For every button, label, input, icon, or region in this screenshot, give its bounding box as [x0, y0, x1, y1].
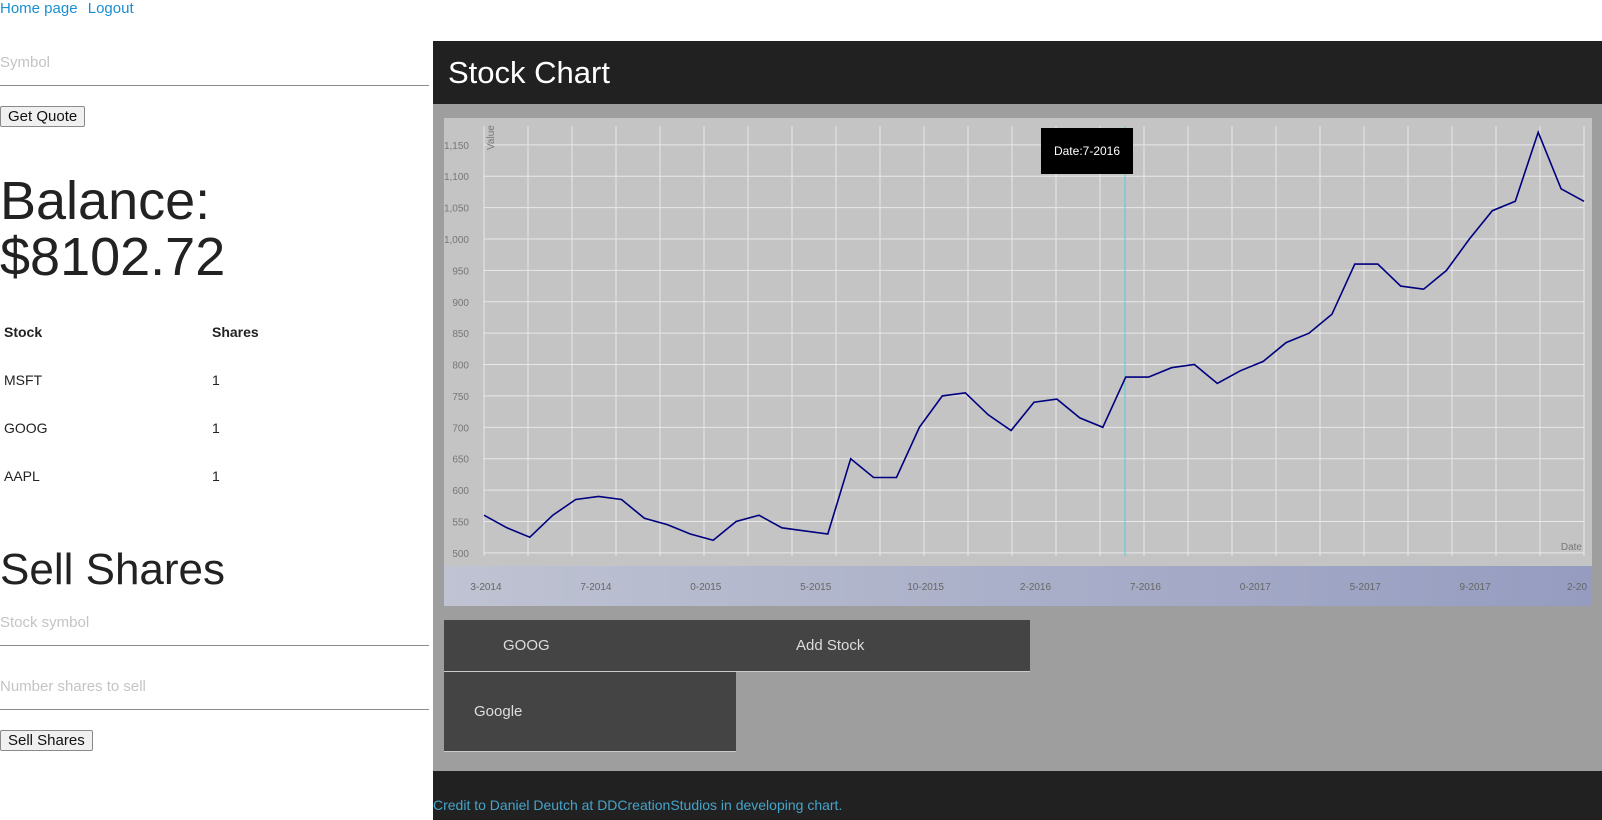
table-row: AAPL 1 [0, 452, 263, 500]
stock-cell: GOOG [4, 420, 48, 436]
y-tick-label: 1,050 [444, 204, 469, 215]
chart-credit-footer: Credit to Daniel Deutch at DDCreationStu… [433, 771, 1602, 820]
y-tick-label: 700 [452, 423, 469, 434]
balance-label: Balance: [0, 171, 211, 231]
y-tick-label: 900 [452, 298, 469, 309]
shares-cell: 1 [212, 420, 220, 436]
y-tick-label: 600 [452, 486, 469, 497]
y-tick-label: 750 [452, 392, 469, 403]
stock-cell: MSFT [4, 372, 43, 388]
x-tick-label: 7-2016 [1130, 582, 1162, 593]
stock-line-chart[interactable]: 500 550 600 650 700 750 800 850 900 950 1,000 1,050… [444, 118, 1592, 566]
x-tick-label: 10-2015 [907, 582, 944, 593]
sell-shares-heading: Sell Shares [0, 545, 226, 594]
add-stock-button[interactable]: Add Stock [736, 620, 1030, 672]
y-tick-label: 1,100 [444, 172, 469, 183]
y-tick-label: 650 [452, 455, 469, 466]
x-tick-label: 7-2014 [580, 582, 612, 593]
y-tick-label: 850 [452, 329, 469, 340]
table-header-row: Stock Shares [0, 308, 263, 356]
balance-value: $8102.72 [0, 227, 226, 287]
stock-symbol-field[interactable]: GOOG [444, 620, 736, 672]
get-quote-button[interactable]: Get Quote [0, 106, 86, 127]
y-tick-label: 1,150 [444, 141, 469, 152]
x-tick-label: 2-2016 [1020, 582, 1052, 593]
x-tick-label: 3-2014 [470, 582, 502, 593]
x-tick-label: 2-20 [1567, 582, 1587, 593]
y-tick-label: 950 [452, 266, 469, 277]
y-tick-label: 550 [452, 517, 469, 528]
sell-shares-button[interactable]: Sell Shares [0, 730, 93, 751]
y-axis-label: Value [486, 125, 497, 150]
x-tick-label: 9-2017 [1460, 582, 1492, 593]
logout-link[interactable]: Logout [87, 0, 134, 17]
scroller-axis: 3-2014 7-2014 0-2015 5-2015 10-2015 2-2016 7-2… [470, 582, 1587, 593]
table-row: GOOG 1 [0, 404, 263, 452]
symbol-input[interactable] [0, 40, 429, 86]
shares-cell: 1 [212, 372, 220, 388]
stock-suggestion-option[interactable]: Google [444, 672, 736, 752]
column-header-shares: Shares [212, 324, 259, 340]
holdings-table: Stock Shares MSFT 1 GOOG 1 AAPL 1 [0, 308, 263, 500]
balance-display: Balance: $8102.72 [0, 173, 225, 285]
chart-area[interactable]: 500 550 600 650 700 750 800 850 900 950 1,000 1,050… [444, 118, 1592, 606]
stock-symbol-input[interactable] [0, 600, 429, 646]
stock-chart-panel: Stock Chart 500 550 600 650 700 750 800 850 900 9… [433, 41, 1602, 820]
column-header-stock: Stock [4, 324, 43, 340]
top-nav: Home page Logout [0, 0, 140, 17]
shares-to-sell-input[interactable] [0, 664, 429, 710]
chart-tooltip: Date:7-2016 [1041, 128, 1133, 174]
x-tick-label: 0-2017 [1240, 582, 1272, 593]
x-tick-label: 5-2015 [800, 582, 832, 593]
price-series-line [483, 129, 1585, 542]
y-tick-label: 800 [452, 361, 469, 372]
chart-panel-title: Stock Chart [433, 41, 1602, 104]
x-tick-label: 0-2015 [690, 582, 722, 593]
sell-form: Sell Shares [0, 600, 429, 751]
y-tick-label: 500 [452, 549, 469, 560]
shares-cell: 1 [212, 468, 220, 484]
chart-range-scroller[interactable]: 3-2014 7-2014 0-2015 5-2015 10-2015 2-2016 7-2… [444, 566, 1592, 606]
y-tick-label: 1,000 [444, 235, 469, 246]
table-row: MSFT 1 [0, 356, 263, 404]
home-page-link[interactable]: Home page [0, 0, 78, 17]
x-axis-label: Date [1561, 542, 1583, 553]
stock-cell: AAPL [4, 468, 40, 484]
left-panel: Get Quote [0, 40, 429, 127]
x-tick-label: 5-2017 [1350, 582, 1382, 593]
